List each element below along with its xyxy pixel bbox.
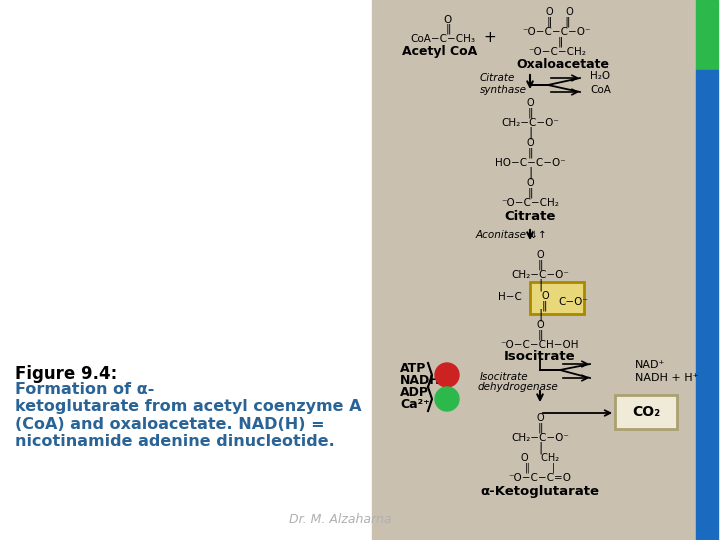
Text: ‖: ‖ — [445, 24, 451, 34]
FancyBboxPatch shape — [615, 395, 677, 429]
Text: ‖: ‖ — [527, 108, 533, 118]
Text: HO−C−C−O⁻: HO−C−C−O⁻ — [495, 158, 565, 168]
Text: ⁻O−C−CH₂: ⁻O−C−CH₂ — [528, 47, 586, 57]
Text: Acetyl CoA: Acetyl CoA — [402, 45, 477, 58]
Text: |: | — [538, 308, 542, 321]
Text: |: | — [528, 166, 532, 179]
Text: Citrate: Citrate — [480, 73, 516, 83]
Bar — [372, 0, 696, 540]
Text: NAD⁺: NAD⁺ — [635, 360, 665, 370]
Text: Oxaloacetate: Oxaloacetate — [516, 58, 610, 71]
Text: ⁻O−C−CH−OH: ⁻O−C−CH−OH — [500, 340, 580, 350]
Text: CH₂−C−O⁻: CH₂−C−O⁻ — [511, 433, 569, 443]
Text: ATP: ATP — [400, 361, 426, 375]
Text: CH₂−C−O⁻: CH₂−C−O⁻ — [511, 270, 569, 280]
Text: O    CH₂: O CH₂ — [521, 453, 559, 463]
Text: O: O — [526, 138, 534, 148]
Text: ‖    ‖: ‖ ‖ — [547, 17, 571, 27]
Text: H−C: H−C — [498, 292, 522, 302]
Text: ⁻O−C−CH₂: ⁻O−C−CH₂ — [501, 198, 559, 208]
Text: synthase: synthase — [480, 85, 527, 95]
Text: CH₂−C−O⁻: CH₂−C−O⁻ — [501, 118, 559, 128]
Text: |: | — [538, 442, 542, 455]
Text: +: + — [484, 30, 496, 45]
Text: ⁻O−C−C−O⁻: ⁻O−C−C−O⁻ — [523, 27, 591, 37]
Text: +: + — [441, 392, 454, 407]
Text: Dr. M. Alzaharna: Dr. M. Alzaharna — [289, 513, 391, 526]
Text: Figure 9.4:: Figure 9.4: — [15, 365, 117, 383]
Text: α-Ketoglutarate: α-Ketoglutarate — [480, 485, 600, 498]
Text: O    O: O O — [546, 7, 574, 17]
Text: O: O — [541, 291, 549, 301]
Text: |: | — [528, 126, 532, 139]
Text: ‖: ‖ — [527, 148, 533, 158]
Text: CO₂: CO₂ — [632, 405, 660, 419]
Text: NADH: NADH — [400, 374, 441, 387]
Text: CoA−C−CH₃: CoA−C−CH₃ — [410, 34, 475, 44]
Text: O: O — [526, 98, 534, 108]
Text: ‖: ‖ — [537, 330, 543, 340]
Text: ‖: ‖ — [541, 301, 546, 311]
Circle shape — [435, 387, 459, 411]
Text: Isocitrate: Isocitrate — [504, 350, 576, 363]
Text: O: O — [536, 413, 544, 423]
Text: ‖: ‖ — [537, 423, 543, 433]
Bar — [696, 0, 718, 70]
Text: O: O — [526, 178, 534, 188]
Text: ADP: ADP — [400, 386, 429, 399]
Text: Formation of α-
ketoglutarate from acetyl coenzyme A
(CoA) and oxaloacetate. NAD: Formation of α- ketoglutarate from acety… — [15, 382, 361, 449]
Text: C−O⁻: C−O⁻ — [558, 297, 588, 307]
Text: Aconitase ⇓↑: Aconitase ⇓↑ — [476, 230, 548, 240]
Text: ‖: ‖ — [537, 260, 543, 270]
Text: H₂O: H₂O — [590, 71, 610, 81]
FancyBboxPatch shape — [530, 282, 584, 314]
Text: Isocitrate: Isocitrate — [480, 372, 528, 382]
Text: ‖       |: ‖ | — [525, 463, 555, 473]
Text: NADH + H⁺: NADH + H⁺ — [635, 373, 698, 383]
Text: |: | — [538, 279, 542, 292]
Text: O: O — [536, 250, 544, 260]
Text: Citrate: Citrate — [504, 210, 556, 222]
Bar — [696, 70, 718, 540]
Text: ‖: ‖ — [527, 188, 533, 198]
Text: ‖: ‖ — [557, 37, 562, 47]
Text: O: O — [536, 320, 544, 330]
Text: Ca²⁺: Ca²⁺ — [400, 397, 430, 410]
Circle shape — [435, 363, 459, 387]
Text: dehydrogenase: dehydrogenase — [478, 382, 559, 392]
Text: O: O — [444, 15, 452, 25]
Text: ⁻O−C−C=O: ⁻O−C−C=O — [508, 473, 572, 483]
Text: CoA: CoA — [590, 85, 611, 95]
Text: −: − — [441, 368, 454, 382]
